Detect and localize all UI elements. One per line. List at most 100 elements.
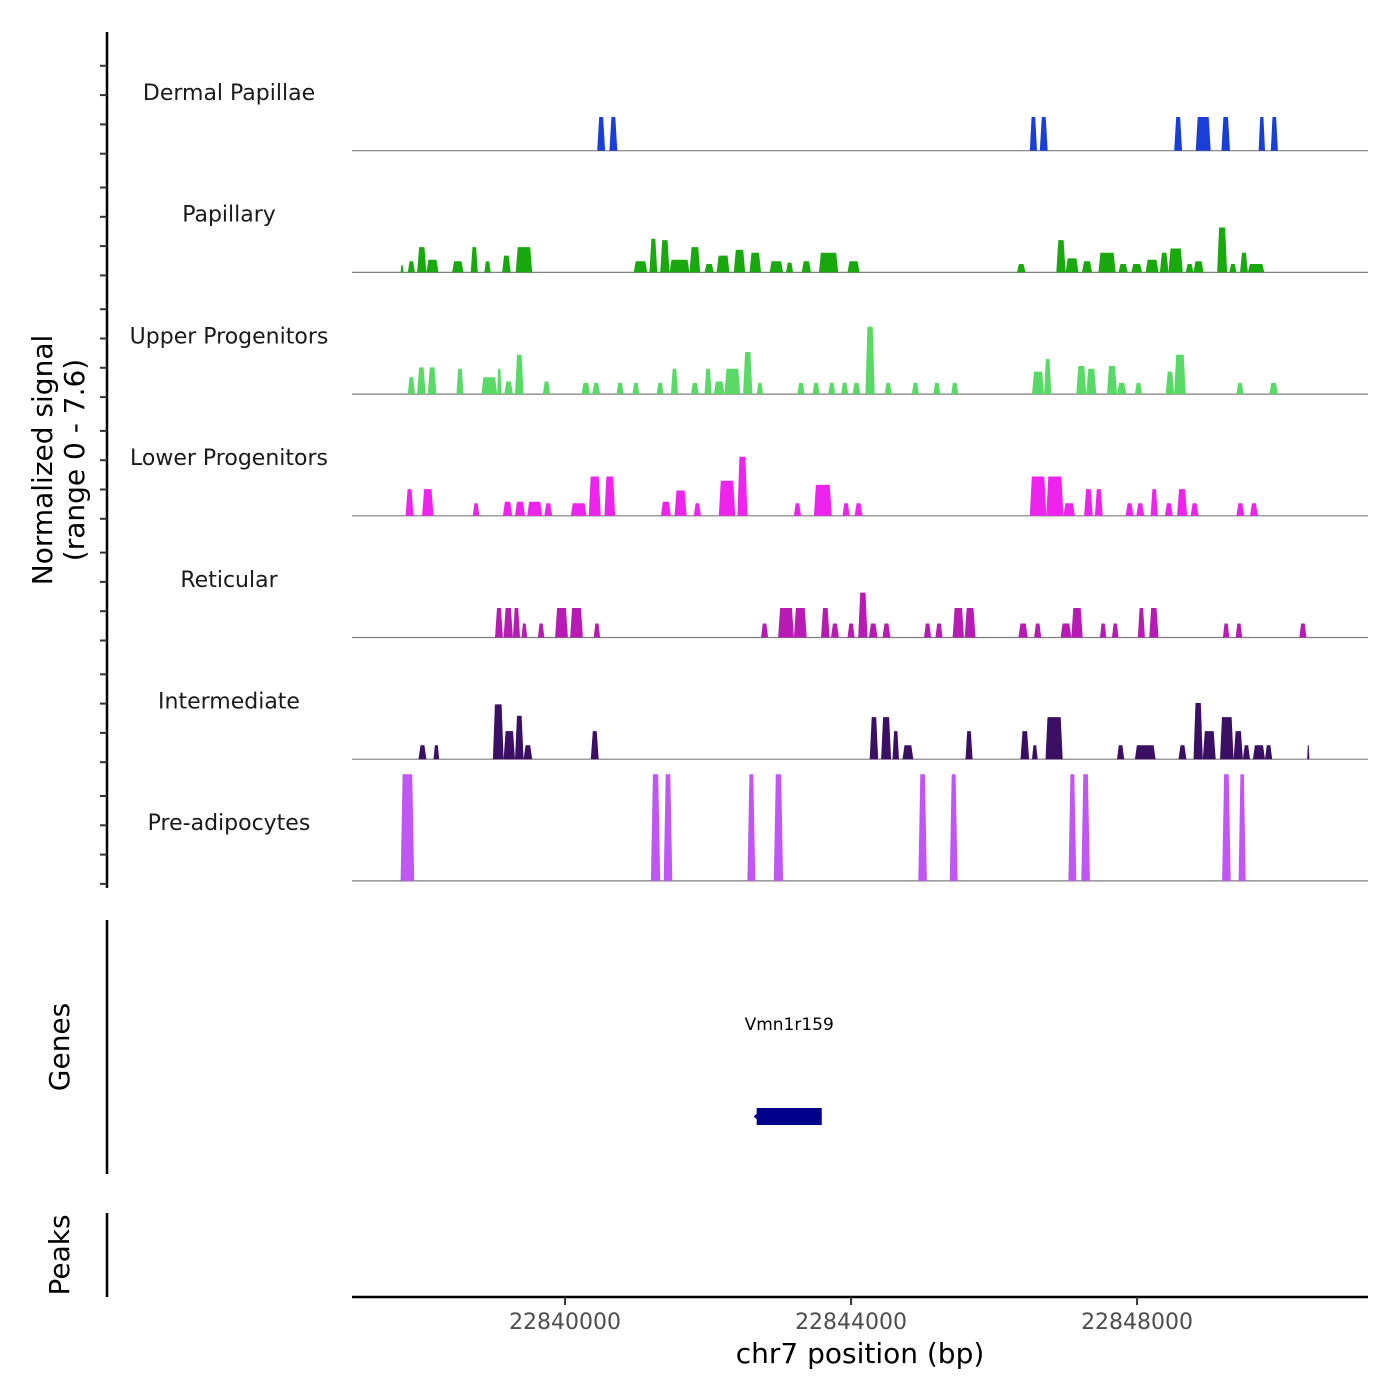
signal-peak	[1269, 382, 1278, 395]
signal-peak	[502, 255, 511, 273]
signal-peak	[1034, 623, 1042, 638]
gene-vmn1r159: Vmn1r159	[745, 1015, 834, 1125]
signal-peak	[1240, 252, 1248, 273]
signal-peak	[1136, 503, 1145, 516]
signal-peak	[831, 623, 839, 638]
signal-peak	[427, 367, 437, 395]
signal-peak	[1250, 503, 1258, 516]
signal-peak	[674, 490, 687, 516]
signal-peak	[1150, 489, 1158, 516]
signal-peak	[933, 382, 941, 395]
signal-peak	[733, 249, 746, 273]
signal-peak	[663, 774, 673, 881]
genes-panel: Genes Vmn1r159	[43, 920, 834, 1174]
signal-peak	[1159, 252, 1169, 273]
signal-peak	[1020, 731, 1030, 760]
signal-peak	[405, 489, 414, 516]
strand-arrow-icon	[753, 1112, 759, 1121]
signal-peak	[854, 503, 863, 516]
y-axis-title: Normalized signal (range 0 - 7.6)	[26, 335, 91, 586]
signal-peak	[902, 745, 914, 760]
signal-peak	[778, 608, 794, 638]
signal-peak	[650, 774, 661, 881]
signal-peak	[1217, 227, 1228, 273]
signal-peak	[881, 717, 892, 760]
signal-peak	[704, 368, 712, 395]
signal-peak	[1056, 240, 1066, 273]
signal-peak	[828, 382, 836, 395]
signal-peak	[632, 382, 640, 395]
track-label: Intermediate	[158, 690, 300, 715]
signal-peak	[847, 623, 855, 638]
signal-peak	[918, 774, 927, 881]
signal-peak	[570, 503, 587, 516]
signal-peak	[660, 240, 670, 273]
x-tick-label: 22844000	[795, 1310, 907, 1335]
signal-peak	[588, 476, 601, 516]
signal-peak	[1098, 252, 1116, 273]
signal-peak	[1174, 117, 1183, 151]
signal-peak	[515, 354, 524, 395]
signal-peak	[1145, 259, 1159, 273]
signal-peak	[1193, 703, 1203, 760]
signal-peak	[1222, 774, 1231, 881]
signal-peak	[503, 608, 513, 638]
track-pre-adipocytes: Pre-adipocytes	[148, 774, 1368, 882]
signal-peak	[847, 261, 860, 273]
signal-peak	[497, 368, 502, 395]
signal-peak	[868, 623, 878, 638]
signal-peak	[1235, 623, 1243, 638]
signal-peak	[1178, 745, 1187, 760]
signal-peak	[660, 501, 671, 516]
track-dermal-papillae: Dermal Papillae	[143, 81, 1368, 152]
signal-peak	[869, 717, 879, 760]
signal-peak	[724, 368, 741, 395]
signal-peak	[773, 774, 784, 881]
signal-peak	[769, 261, 784, 273]
signal-peak	[1236, 382, 1244, 395]
signal-peak	[713, 381, 725, 395]
signal-peak	[1039, 117, 1048, 151]
signal-peak	[1016, 264, 1026, 273]
signal-peak	[793, 503, 801, 516]
signal-peak	[801, 261, 811, 273]
track-intermediate: Intermediate	[158, 690, 1368, 760]
signal-peak	[1193, 261, 1204, 273]
signal-peak	[527, 501, 543, 516]
signal-peak	[882, 623, 891, 638]
signal-peak	[456, 368, 464, 395]
signal-peak	[593, 623, 601, 638]
signal-peak	[656, 382, 664, 395]
signal-peak	[924, 623, 932, 638]
signal-peak	[407, 377, 415, 395]
signal-peak	[747, 774, 756, 881]
signal-peak	[472, 503, 480, 516]
signal-peak	[1081, 774, 1090, 881]
signal-peak	[597, 117, 606, 151]
signal-peak	[418, 745, 427, 760]
signal-peak	[964, 608, 976, 638]
signal-peak	[1137, 608, 1145, 638]
signal-peak	[1131, 264, 1143, 273]
signal-peak	[481, 377, 498, 395]
genes-title: Genes	[43, 1003, 76, 1091]
signal-peak	[852, 382, 861, 395]
signal-peak	[1082, 261, 1092, 273]
track-label: Dermal Papillae	[143, 81, 315, 106]
signal-peak	[1238, 774, 1246, 881]
signal-peak	[1174, 354, 1186, 395]
signal-peak	[743, 352, 753, 395]
signal-peak	[515, 501, 525, 516]
signal-peak	[407, 261, 415, 273]
signal-peak	[1165, 371, 1175, 395]
signal-peak	[1149, 608, 1159, 638]
signal-peak	[689, 247, 701, 273]
signal-peak	[504, 381, 513, 395]
signal-peak	[1265, 745, 1273, 760]
signal-peak	[1071, 608, 1083, 638]
signal-peak	[793, 608, 807, 638]
track-label: Upper Progenitors	[130, 324, 329, 349]
signal-peak	[813, 484, 832, 516]
signal-peak	[1307, 745, 1310, 760]
signal-peak	[502, 501, 513, 516]
